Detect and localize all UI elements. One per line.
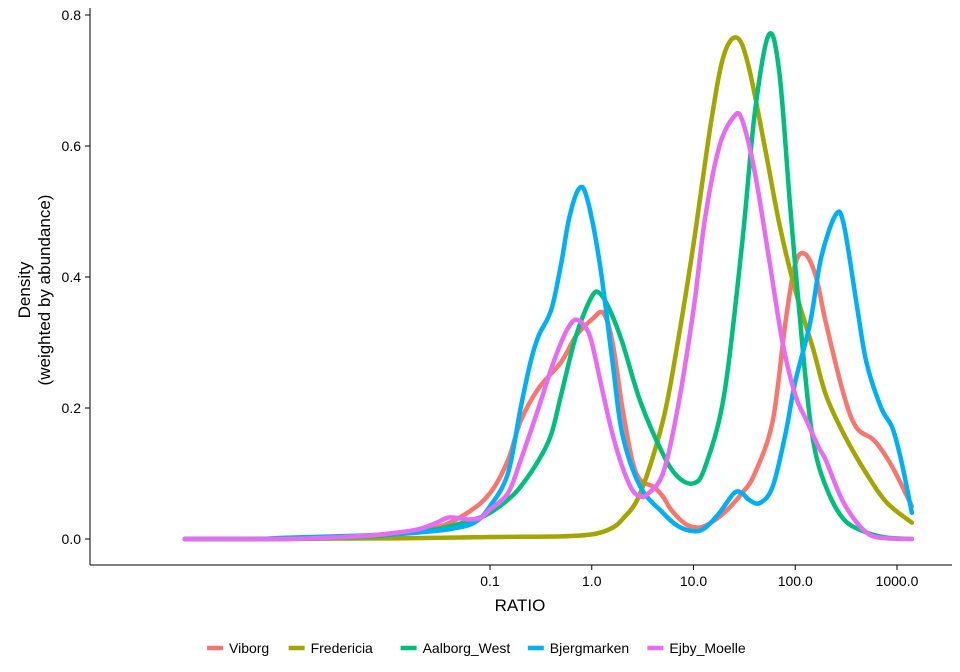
series-line-ejby-moelle xyxy=(182,110,915,542)
y-axis-title-line1: Density xyxy=(15,261,34,318)
x-axis-title: RATIO xyxy=(495,596,546,615)
series-line-viborg xyxy=(182,250,915,542)
y-tick-label: 0.4 xyxy=(62,269,82,285)
y-axis-title: Density (weighted by abundance) xyxy=(15,195,54,386)
x-tick-label: 1.0 xyxy=(582,573,602,589)
y-axis-title-line2: (weighted by abundance) xyxy=(35,195,54,386)
x-tick-label: 0.1 xyxy=(480,573,500,589)
legend: Viborg Fredericia Aalborg_West Bjergmarken E… xyxy=(207,640,746,656)
series-line-fredericia xyxy=(182,35,915,542)
legend-item-ejby-moelle: Ejby_Moelle xyxy=(647,640,746,656)
x-tick-label: 100.0 xyxy=(778,573,813,589)
y-tick-label: 0.8 xyxy=(62,7,82,23)
series-line-bjergmarken xyxy=(182,184,915,542)
plot-area: 0.0 0.2 0.4 0.6 0.8 0.1 1.0 10.0 100.0 1000.0 xyxy=(62,7,952,589)
legend-label: Fredericia xyxy=(311,640,373,656)
legend-label: Viborg xyxy=(229,640,269,656)
x-tick-label: 1000.0 xyxy=(876,573,919,589)
series-lines xyxy=(182,30,915,542)
y-axis-ticks: 0.0 0.2 0.4 0.6 0.8 xyxy=(62,7,90,547)
legend-label: Bjergmarken xyxy=(550,640,629,656)
legend-item-viborg: Viborg xyxy=(207,640,269,656)
y-tick-label: 0.6 xyxy=(62,138,82,154)
legend-item-bjergmarken: Bjergmarken xyxy=(527,640,629,656)
legend-item-aalborg-west: Aalborg_West xyxy=(400,640,511,656)
legend-item-fredericia: Fredericia xyxy=(288,640,373,656)
x-axis-ticks: 0.1 1.0 10.0 100.0 1000.0 xyxy=(480,565,919,589)
y-tick-label: 0.0 xyxy=(62,531,82,547)
y-tick-label: 0.2 xyxy=(62,400,82,416)
legend-label: Aalborg_West xyxy=(423,640,511,656)
legend-label: Ejby_Moelle xyxy=(669,640,745,656)
x-tick-label: 10.0 xyxy=(680,573,707,589)
series-line-aalborg-west xyxy=(182,30,915,542)
